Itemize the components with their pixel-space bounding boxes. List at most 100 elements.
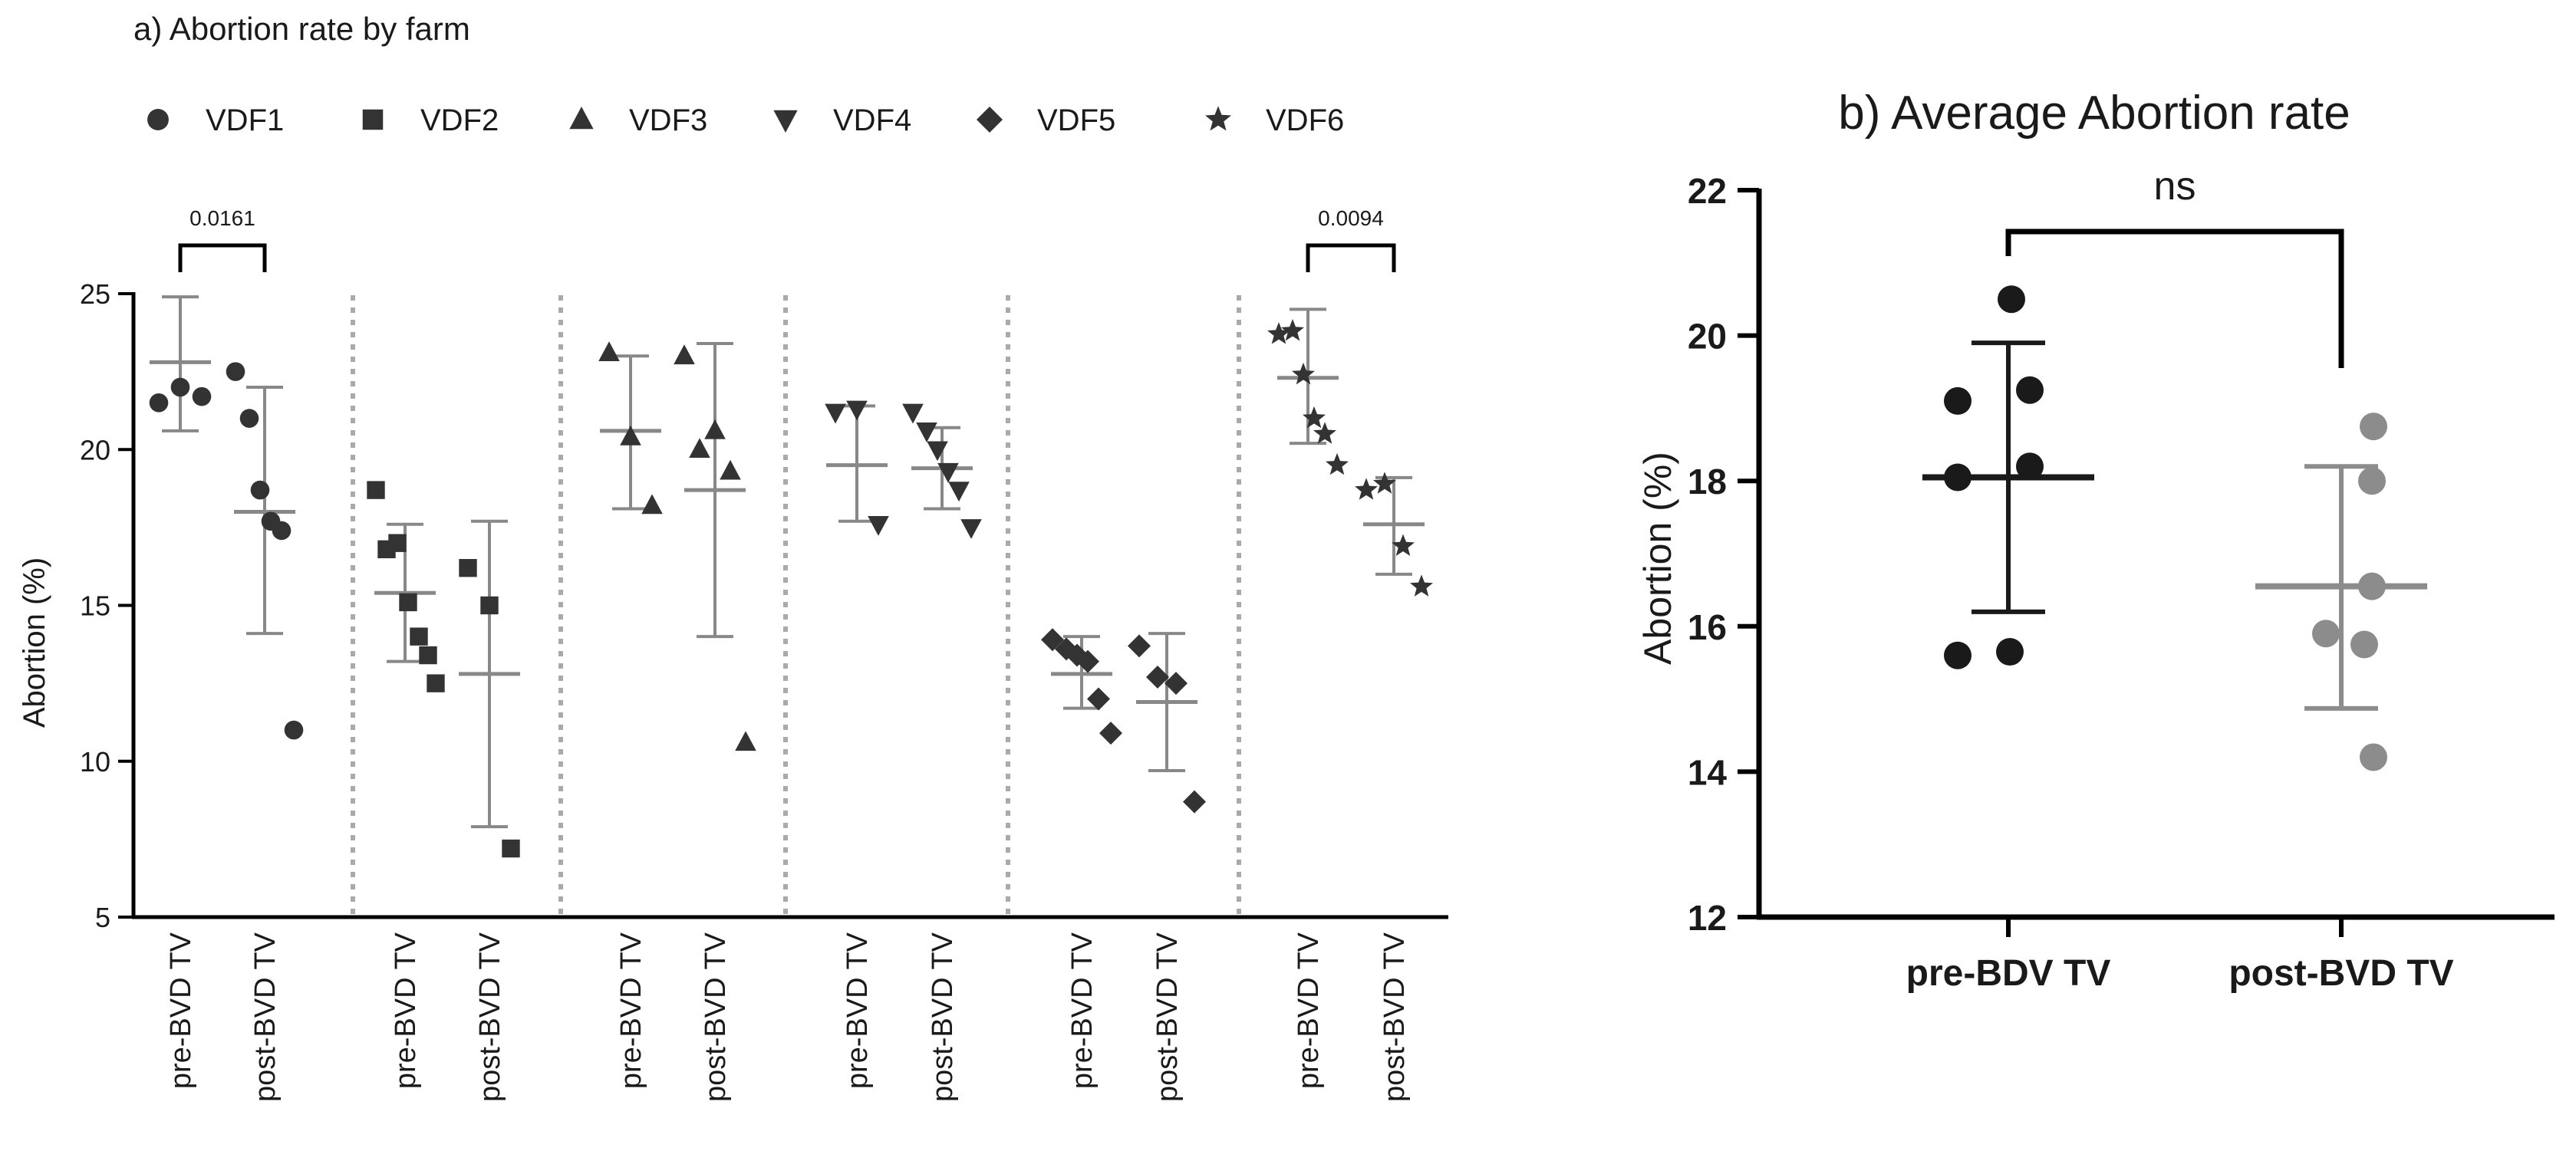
x-tick-label: pre-BVD TV <box>842 932 874 1089</box>
x-tick-label: pre-BVD TV <box>165 932 197 1089</box>
data-point-square <box>399 593 417 612</box>
y-tick-label: 5 <box>95 902 110 933</box>
data-point <box>2358 572 2386 600</box>
data-point-square <box>502 839 520 858</box>
x-tick-label: pre-BVD TV <box>390 932 422 1089</box>
data-point-square <box>459 559 477 577</box>
panel-a-title: a) Abortion rate by farm <box>133 11 470 47</box>
legend-label-vdf3: VDF3 <box>629 104 707 137</box>
panel-b-plot: 12 14 16 18 20 22 pre-BDV TV post-BVD TV ns <box>1688 164 2555 994</box>
x-tick-label: pre-BVD TV <box>615 932 647 1089</box>
data-point-triangle-up <box>641 494 663 515</box>
data-point-triangle-up <box>674 344 695 365</box>
data-point-triangle-down <box>927 441 948 462</box>
legend-label-vdf4: VDF4 <box>833 104 911 137</box>
data-point-triangle-down <box>948 482 970 502</box>
data-point-diamond <box>1087 687 1110 711</box>
legend-marker-square <box>362 109 384 130</box>
data-point-triangle-up <box>620 425 641 446</box>
data-point-circle <box>149 393 169 413</box>
data-point <box>2360 413 2387 441</box>
significance-bracket <box>178 243 267 272</box>
data-point-star <box>1410 574 1433 597</box>
data-point-circle <box>192 386 212 406</box>
x-tick-label: post-BVD TV <box>2228 953 2453 994</box>
data-point-diamond <box>1076 649 1099 673</box>
data-point <box>1996 637 2024 666</box>
data-point-triangle-up <box>735 731 756 751</box>
data-point-triangle-up <box>598 341 620 362</box>
data-point-circle <box>272 521 292 541</box>
data-point <box>1944 386 1972 415</box>
data-point-circle <box>250 480 270 500</box>
y-tick-label: 22 <box>1688 171 1727 211</box>
data-point <box>2358 467 2386 495</box>
legend-marker-diamond <box>977 107 1003 133</box>
data-point-triangle-up <box>704 419 726 439</box>
data-point-triangle-down <box>825 403 846 424</box>
data-point-triangle-up <box>720 459 741 480</box>
data-point <box>1944 641 1972 669</box>
x-tick-label: pre-BVD TV <box>1293 932 1325 1089</box>
significance-label: 0.0161 <box>189 206 255 230</box>
y-tick-label: 14 <box>1688 752 1728 792</box>
y-tick-label: 12 <box>1688 898 1727 938</box>
x-tick-label: post-BVD TV <box>700 932 732 1102</box>
x-tick-label: post-BVD TV <box>249 932 282 1102</box>
panel-a-legend: VDF1 VDF2 VDF3 VDF4 VDF5 VDF6 <box>147 104 1344 137</box>
data-point-star <box>1326 452 1349 475</box>
legend-marker-star <box>1205 106 1231 131</box>
data-point-diamond <box>1164 672 1188 695</box>
data-point-diamond <box>1128 634 1151 658</box>
data-point-star <box>1355 478 1378 500</box>
y-tick-label: 18 <box>1688 462 1727 501</box>
significance-bracket <box>2005 229 2344 368</box>
data-point-square <box>367 481 385 499</box>
data-point-triangle-up <box>689 438 710 459</box>
legend-label-vdf6: VDF6 <box>1266 104 1344 137</box>
significance-label: 0.0094 <box>1318 206 1384 230</box>
y-tick-label: 25 <box>80 278 110 310</box>
x-tick-label: pre-BVD TV <box>1066 932 1099 1089</box>
legend-label-vdf5: VDF5 <box>1037 104 1115 137</box>
y-tick-label: 10 <box>80 746 110 778</box>
legend-marker-triangle-down <box>773 110 798 133</box>
data-point-star <box>1392 534 1415 556</box>
data-point-star <box>1281 319 1304 341</box>
significance-bracket <box>1306 243 1396 272</box>
data-point <box>2360 743 2387 771</box>
data-point <box>2350 630 2378 659</box>
data-point <box>2016 452 2044 481</box>
y-tick-label: 15 <box>80 590 110 622</box>
data-point-square <box>410 627 428 646</box>
data-point-diamond <box>1099 722 1122 745</box>
data-point-diamond <box>1183 790 1206 814</box>
data-point-star <box>1292 362 1315 385</box>
significance-label: ns <box>2154 164 2196 209</box>
x-tick-label: post-BVD TV <box>1379 932 1411 1102</box>
data-point-triangle-down <box>902 403 924 424</box>
data-point-triangle-down <box>916 423 937 442</box>
data-point-star <box>1303 406 1326 429</box>
data-point-triangle-down <box>846 400 868 421</box>
data-point-star <box>1267 322 1290 344</box>
data-point-triangle-down <box>868 516 889 536</box>
panel-a-plot: 5 10 15 20 25 pre-BVD TV post-BVD TV pre-BVD TV… <box>80 206 1448 1102</box>
data-point-square <box>480 596 499 615</box>
data-point-square <box>427 674 445 692</box>
panel-b-y-axis-label: Abortion (%) <box>1636 452 1679 665</box>
data-point <box>1944 463 1972 492</box>
legend-marker-circle <box>147 109 169 130</box>
data-point <box>2312 620 2340 648</box>
data-point <box>1998 285 2025 314</box>
x-tick-label: post-BVD TV <box>474 932 506 1102</box>
y-tick-label: 16 <box>1688 607 1727 647</box>
data-point-star <box>1313 422 1336 444</box>
x-tick-label: post-BVD TV <box>1151 932 1184 1102</box>
data-point-diamond <box>1146 665 1169 689</box>
legend-label-vdf2: VDF2 <box>420 104 499 137</box>
x-tick-label: post-BVD TV <box>927 932 959 1102</box>
legend-marker-triangle-up <box>569 107 594 130</box>
data-point-triangle-down <box>960 519 982 539</box>
